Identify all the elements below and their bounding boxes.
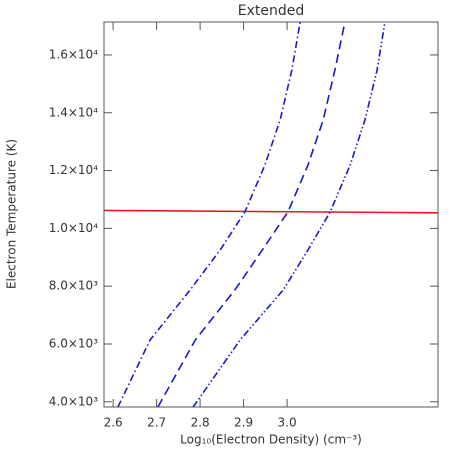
y-tick-label: 1.2×10⁴ [49, 163, 98, 177]
y-tick-label: 6.0×10³ [49, 336, 98, 350]
series-line [157, 22, 346, 407]
y-tick-label: 8.0×10³ [49, 279, 98, 293]
y-axis-label: Electron Temperature (K) [5, 139, 19, 289]
y-tick-label: 1.6×10⁴ [49, 47, 98, 61]
x-axis-label: Log₁₀(Electron Density) (cm⁻³) [180, 433, 362, 447]
y-tick-label: 4.0×10³ [49, 394, 98, 408]
y-tick-label: 1.4×10⁴ [49, 105, 98, 119]
series-line [192, 22, 386, 407]
x-tick-label: 2.8 [191, 416, 210, 430]
plot-frame [103, 21, 439, 408]
x-tick-label: 2.6 [104, 416, 123, 430]
y-tick-label: 1.0×10⁴ [49, 221, 98, 235]
chart-title: Extended [238, 3, 305, 19]
series-line [117, 22, 301, 407]
x-tick-label: 2.7 [147, 416, 166, 430]
x-tick-label: 3.0 [278, 416, 297, 430]
plot-lines [104, 22, 438, 407]
series-line [104, 209, 438, 214]
x-tick-label: 2.9 [234, 416, 253, 430]
